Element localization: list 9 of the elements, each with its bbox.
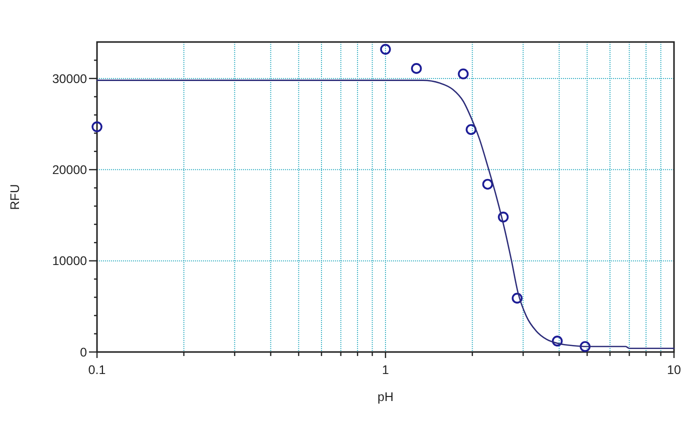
y-tick-label: 0 — [80, 345, 88, 360]
x-tick-label: 0.1 — [88, 363, 106, 377]
x-axis-title: pH — [378, 390, 394, 404]
y-tick-label: 10000 — [52, 254, 88, 268]
y-tick-label: 30000 — [52, 72, 88, 86]
y-axis-title: RFU — [8, 184, 22, 210]
y-tick-label: 20000 — [52, 163, 88, 178]
x-tick-label: 10 — [667, 363, 681, 377]
x-tick-label: 1 — [382, 363, 390, 377]
